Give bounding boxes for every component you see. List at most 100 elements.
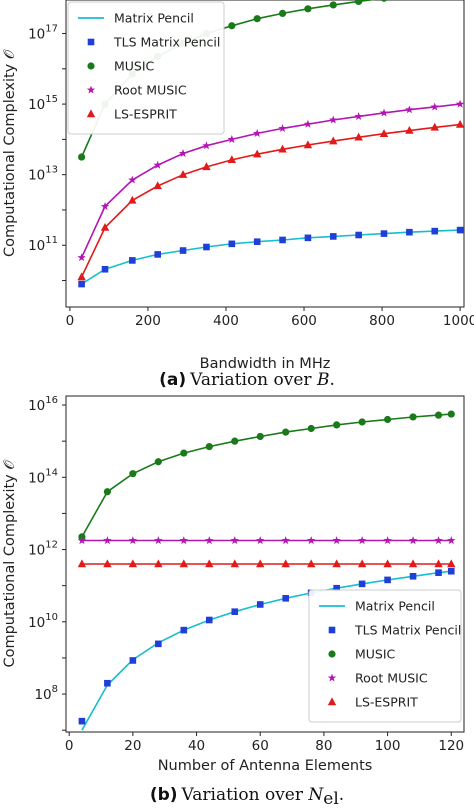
y-tick-label: 1017 bbox=[28, 24, 58, 43]
series-tls-matrix-pencil-point bbox=[155, 640, 162, 648]
series-root-music-point bbox=[253, 128, 262, 137]
series-music-point bbox=[434, 411, 443, 419]
series-matrix-pencil-line bbox=[81, 229, 461, 285]
series-ls-esprit-point bbox=[154, 559, 163, 568]
y-tick-label: 1014 bbox=[28, 467, 58, 486]
series-ls-esprit-point bbox=[383, 559, 392, 568]
series-root-music-point bbox=[205, 536, 214, 545]
series-tls-matrix-pencil-point bbox=[431, 227, 439, 235]
series-music-point bbox=[307, 424, 315, 433]
series-ls-esprit-point bbox=[128, 195, 137, 204]
x-axis-label: Bandwidth in MHz bbox=[200, 356, 331, 372]
y-tick-label: 1013 bbox=[28, 165, 58, 184]
series-root-music-point bbox=[128, 175, 137, 184]
x-axis-label: Number of Antenna Elements bbox=[158, 758, 373, 774]
x-tick-label: 200 bbox=[135, 313, 161, 329]
series-root-music-point bbox=[227, 134, 237, 143]
series-music-point bbox=[253, 15, 261, 23]
series-ls-esprit-point bbox=[179, 559, 189, 568]
series-root-music-point bbox=[354, 112, 363, 121]
x-tick-label: 0 bbox=[65, 738, 74, 754]
legend-ls-esprit-label: LS-ESPRIT bbox=[355, 695, 418, 710]
series-tls-matrix-pencil-point bbox=[78, 717, 86, 725]
series-music-point bbox=[358, 418, 366, 426]
legend: Matrix Pencil TLS Matrix Pencil MUSIC Root … bbox=[67, 1, 225, 135]
series-matrix-pencil-line bbox=[81, 570, 452, 731]
panel-caption: (b) Variation over Nel. bbox=[150, 785, 344, 809]
series-root-music-point bbox=[357, 536, 367, 545]
series-root-music-point bbox=[103, 536, 112, 545]
series-ls-esprit-point bbox=[303, 140, 313, 149]
series-music-point bbox=[333, 421, 341, 429]
series-ls-esprit-point bbox=[379, 129, 389, 137]
chart-panel-b: 0 20 40 60 80 100 120 108 1010 1012 1014 1016 Number… bbox=[2, 395, 465, 809]
series-tls-matrix-pencil-point bbox=[333, 584, 340, 592]
series-music-point bbox=[304, 5, 312, 13]
series-tls-matrix-pencil-point bbox=[435, 569, 442, 576]
series-root-music-point bbox=[405, 105, 414, 114]
series-tls-matrix-pencil-point bbox=[129, 657, 137, 664]
chart-panel-a: 0 200 400 600 800 1000 1011 1013 1015 1017 Bandwid… bbox=[2, 0, 474, 390]
series-music-point bbox=[355, 0, 363, 6]
series-music-point bbox=[256, 432, 264, 441]
legend-music-swatch-point bbox=[87, 62, 95, 70]
legend-tls-matrix-pencil-label: TLS Matrix Pencil bbox=[354, 623, 461, 638]
x-tick-label: 1000 bbox=[443, 313, 474, 329]
x-tick-label: 80 bbox=[315, 738, 332, 754]
x-tick-label: 600 bbox=[291, 313, 317, 329]
series-root-music-point bbox=[455, 99, 464, 108]
series-ls-esprit-point bbox=[227, 155, 237, 164]
legend-music-label: MUSIC bbox=[114, 59, 155, 74]
legend-root-music-label: Root MUSIC bbox=[355, 671, 428, 686]
series-music-point bbox=[205, 442, 213, 451]
series-tls-matrix-pencil-point bbox=[253, 238, 261, 246]
series-music-point bbox=[129, 470, 137, 478]
series-tls-matrix-pencil-point bbox=[228, 240, 236, 248]
legend-box bbox=[308, 589, 462, 723]
legend-tls-matrix-pencil-swatch-point bbox=[87, 38, 95, 46]
series-root-music-point bbox=[281, 536, 290, 545]
series-root-music-point bbox=[303, 119, 313, 128]
series-tls-matrix-pencil-point bbox=[282, 595, 289, 602]
series-ls-esprit-point bbox=[332, 559, 341, 568]
series-ls-esprit-point bbox=[77, 559, 87, 568]
series-ls-esprit-point bbox=[100, 223, 110, 231]
series-ls-esprit-point bbox=[202, 162, 211, 171]
series-ls-esprit-point bbox=[434, 559, 443, 568]
x-tick-label: 100 bbox=[375, 738, 401, 754]
y-axis-label: Computational Complexity 𝒪 bbox=[2, 48, 18, 257]
series-music-point bbox=[231, 437, 239, 445]
series-root-music-point bbox=[230, 536, 239, 545]
series-root-music-point bbox=[256, 536, 265, 545]
series-tls-matrix-pencil-point bbox=[279, 236, 286, 244]
y-tick-label: 1015 bbox=[28, 94, 58, 113]
series-root-music-point bbox=[329, 115, 338, 124]
series-root-music-point bbox=[77, 253, 86, 262]
legend-matrix-pencil-label: Matrix Pencil bbox=[114, 11, 194, 26]
series-ls-esprit-point bbox=[205, 559, 214, 568]
series-ls-esprit-point bbox=[153, 181, 162, 190]
series-music-point bbox=[282, 428, 290, 436]
series-music-point bbox=[154, 458, 162, 466]
legend-box bbox=[67, 1, 225, 135]
series-music-point bbox=[278, 9, 287, 18]
series-group bbox=[77, 410, 456, 731]
series-ls-esprit-point bbox=[230, 559, 239, 568]
series-ls-esprit-point bbox=[256, 559, 265, 568]
y-tick-label: 108 bbox=[34, 684, 58, 703]
series-root-music-point bbox=[434, 536, 443, 545]
x-tick-label: 120 bbox=[438, 738, 464, 754]
series-root-music-point bbox=[379, 108, 389, 117]
series-ls-esprit-point bbox=[128, 559, 138, 568]
series-root-music-point bbox=[278, 124, 287, 133]
series-root-music-point bbox=[306, 536, 316, 545]
series-tls-matrix-pencil-point bbox=[384, 576, 391, 584]
series-root-music-point bbox=[447, 536, 456, 545]
series-music-line bbox=[81, 413, 452, 538]
series-root-music-point bbox=[153, 160, 162, 169]
x-tick-label: 20 bbox=[124, 738, 141, 754]
series-ls-esprit-point bbox=[278, 144, 287, 153]
series-tls-matrix-pencil-point bbox=[256, 601, 264, 608]
legend: Matrix Pencil TLS Matrix Pencil MUSIC Root … bbox=[308, 589, 462, 723]
